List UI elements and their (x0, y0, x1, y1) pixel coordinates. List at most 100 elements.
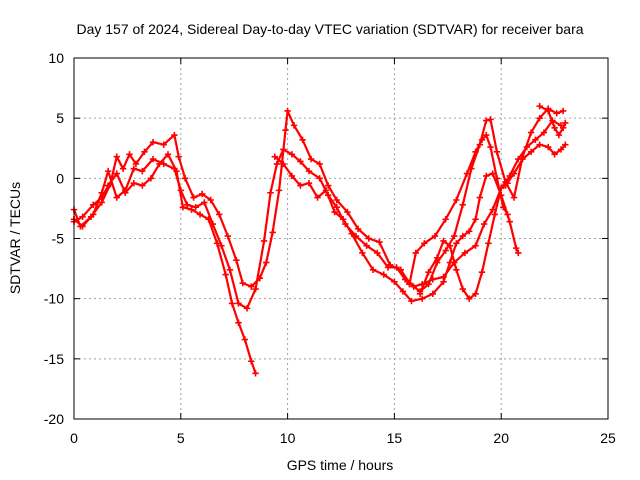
data-point-plus (429, 290, 437, 298)
series-track-c (70, 151, 259, 377)
data-point-plus (544, 143, 552, 151)
data-point-plus (451, 232, 458, 240)
data-point-plus (465, 295, 473, 302)
x-tick-label: 20 (493, 430, 509, 446)
data-point-plus (344, 208, 351, 216)
data-point-plus (551, 151, 558, 158)
data-point-plus (98, 194, 105, 201)
data-point-plus (104, 182, 112, 189)
x-tick-label: 15 (387, 430, 403, 446)
data-point-plus (393, 264, 400, 271)
data-point-plus (175, 153, 182, 160)
data-point-plus (299, 136, 306, 144)
data-point-plus (523, 143, 531, 151)
data-point-plus (147, 175, 155, 182)
data-point-plus (510, 170, 518, 177)
data-point-plus (472, 148, 479, 156)
data-point-plus (205, 216, 212, 223)
data-point-plus (184, 201, 191, 209)
data-point-plus (252, 285, 259, 293)
data-point-plus (493, 148, 501, 156)
data-point-plus (288, 172, 296, 180)
data-point-plus (216, 211, 223, 218)
data-point-plus (459, 285, 466, 293)
data-point-plus (113, 153, 120, 160)
data-point-plus (527, 129, 535, 136)
y-tick-label: -5 (52, 231, 65, 247)
data-point-plus (446, 242, 454, 249)
data-point-plus (363, 242, 370, 249)
y-axis-label: SDTVAR / TECUs (7, 182, 23, 294)
data-point-plus (222, 271, 229, 278)
data-point-plus (139, 182, 146, 189)
data-point-plus (141, 148, 148, 156)
x-tick-label: 25 (600, 430, 616, 446)
data-point-plus (164, 151, 172, 158)
data-point-plus (483, 117, 490, 124)
data-point-plus (354, 225, 362, 233)
data-point-plus (491, 211, 498, 218)
data-point-plus (218, 242, 225, 249)
data-point-plus (483, 172, 490, 180)
data-point-plus (498, 184, 505, 192)
data-point-plus (472, 290, 479, 298)
data-point-plus (314, 194, 321, 201)
data-point-plus (493, 175, 501, 182)
data-point-plus (551, 124, 558, 131)
data-point-plus (502, 182, 509, 189)
series-line (418, 182, 509, 300)
data-point-plus (559, 107, 567, 115)
data-point-plus (156, 160, 163, 168)
data-point-plus (557, 146, 565, 153)
x-tick-label: 0 (70, 430, 78, 446)
data-point-plus (365, 235, 372, 242)
data-point-plus (489, 206, 496, 213)
data-point-plus (307, 155, 315, 163)
data-point-plus (243, 305, 251, 312)
data-point-plus (480, 220, 488, 228)
data-point-plus (536, 141, 543, 148)
data-point-plus (408, 297, 415, 305)
data-point-plus (442, 216, 449, 223)
y-tick-label: 0 (56, 170, 64, 186)
data-point-plus (532, 136, 539, 144)
data-point-plus (288, 151, 296, 158)
data-point-plus (440, 278, 447, 286)
data-point-plus (113, 170, 120, 177)
data-point-plus (536, 102, 543, 110)
data-point-plus (248, 358, 255, 365)
data-point-plus (252, 370, 259, 377)
data-point-plus (555, 131, 563, 139)
data-point-plus (104, 167, 112, 175)
data-point-plus (478, 136, 486, 144)
data-point-plus (333, 196, 340, 204)
data-point-plus (374, 249, 381, 257)
data-point-plus (421, 240, 428, 247)
axis-ticks (73, 57, 609, 420)
data-point-plus (562, 119, 569, 127)
data-point-plus (173, 167, 180, 175)
chart-title: Day 157 of 2024, Sidereal Day-to-day VTE… (76, 21, 583, 37)
data-point-plus (431, 232, 439, 240)
data-point-plus (228, 300, 236, 307)
data-point-plus (478, 268, 486, 276)
data-point-plus (273, 160, 281, 168)
data-point-plus (188, 206, 195, 213)
data-point-plus (305, 167, 313, 175)
data-point-plus (527, 148, 535, 156)
data-point-plus (369, 266, 377, 273)
data-point-plus (510, 194, 518, 201)
data-point-plus (376, 238, 383, 246)
data-point-plus (384, 264, 392, 271)
data-point-plus (241, 336, 249, 343)
series-track-d (271, 153, 522, 305)
data-point-plus (280, 146, 287, 153)
data-point-plus (192, 204, 199, 211)
data-point-plus (339, 216, 347, 223)
data-point-plus (297, 158, 304, 165)
data-point-plus (132, 160, 140, 168)
data-point-plus (126, 151, 133, 158)
data-point-plus (149, 139, 157, 146)
data-point-plus (235, 300, 242, 307)
